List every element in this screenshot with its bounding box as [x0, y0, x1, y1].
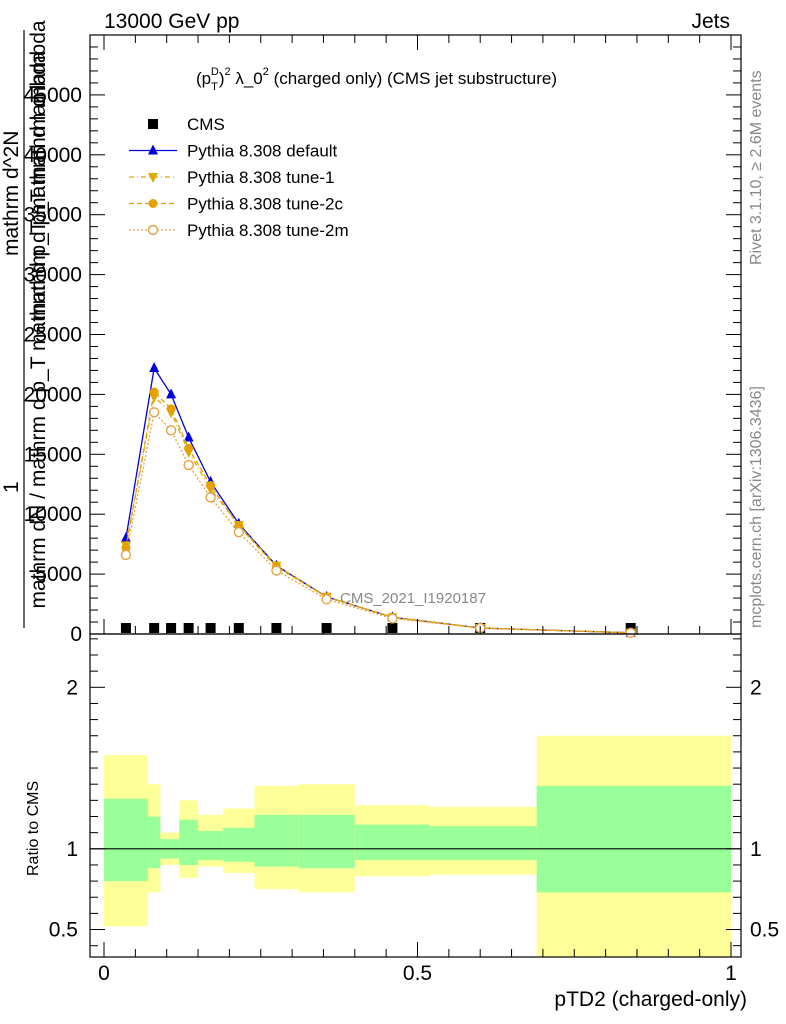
legend-label: Pythia 8.308 default	[187, 142, 338, 161]
header-category: Jets	[691, 10, 730, 33]
legend-item: Pythia 8.308 tune-2c	[129, 195, 343, 214]
y-tick-label: 20000	[24, 383, 82, 406]
legend-item: Pythia 8.308 tune-1	[129, 168, 334, 187]
ratio-band-inner	[254, 814, 299, 867]
legend-label: CMS	[187, 115, 225, 134]
data-point	[149, 362, 160, 373]
data-point	[387, 623, 398, 633]
legend-label: Pythia 8.308 tune-1	[187, 168, 334, 187]
x-tick-label: 0.5	[403, 962, 432, 985]
y-tick-label: 10000	[24, 503, 82, 526]
legend-label: Pythia 8.308 tune-2m	[187, 221, 349, 240]
ratio-frame	[89, 633, 742, 958]
y-tick-label: 45000	[24, 84, 82, 107]
data-point	[120, 532, 131, 543]
ratio-y-tick-label: 0.5	[49, 919, 78, 942]
y-label-line: mathrm d^2N	[0, 131, 23, 256]
mcplots-label: mcplots.cern.ch [arXiv:1306.3436]	[748, 386, 765, 628]
legend-marker	[147, 224, 159, 236]
data-point	[183, 459, 194, 471]
x-axis-label: pTD2 (charged-only)	[554, 988, 747, 1011]
ratio-band-inner	[536, 785, 731, 893]
data-point	[271, 565, 282, 576]
ratio-band-inner	[179, 819, 199, 865]
rivet-version-label: Rivet 3.1.10, ≥ 2.6M events	[748, 70, 765, 265]
ratio-band-inner	[354, 824, 431, 861]
data-point	[625, 627, 636, 639]
y-tick-label: 40000	[24, 144, 82, 167]
data-point	[149, 623, 160, 633]
data-point	[387, 613, 398, 624]
data-point	[166, 623, 177, 633]
legend-item: Pythia 8.308 default	[129, 142, 338, 161]
ratio-band-inner	[430, 826, 537, 861]
data-point	[233, 526, 245, 538]
header-energy: 13000 GeV pp	[104, 10, 239, 33]
data-point	[120, 623, 131, 633]
data-point	[148, 407, 160, 418]
x-tick-label: 1	[725, 962, 737, 985]
y-tick-label: 25000	[24, 324, 82, 347]
ratio-y-tick-label-right: 1	[750, 838, 762, 861]
data-point	[233, 623, 244, 633]
series-line	[125, 390, 631, 634]
legend-marker	[148, 199, 158, 208]
data-point	[205, 492, 216, 503]
data-point	[271, 623, 282, 633]
watermark-label: CMS_2021_I1920187	[340, 590, 486, 607]
x-tick-label: 0	[98, 962, 110, 985]
ratio-y-tick-label: 1	[66, 838, 78, 861]
ratio-band-inner	[104, 798, 148, 882]
data-point	[183, 431, 194, 442]
ratio-band-inner	[198, 831, 224, 861]
data-point	[120, 549, 132, 561]
ratio-band-inner	[223, 827, 255, 862]
data-point	[183, 623, 194, 633]
data-point	[166, 388, 177, 399]
y-tick-label: 15000	[24, 443, 82, 466]
data-point	[149, 387, 159, 397]
data-point	[321, 623, 332, 633]
data-point	[184, 443, 194, 453]
y-tick-label: 35000	[24, 204, 82, 227]
series-pythia-8-308-tune-2m	[120, 407, 636, 639]
ratio-y-tick-label: 2	[66, 676, 78, 699]
legend-item: Pythia 8.308 tune-2m	[129, 221, 349, 240]
y-label-line: mathrm d p_T mathrm d lambda	[27, 20, 50, 320]
y-label-line: mathrm dN / mathrm d p_T mathrm d p_T ma…	[27, 51, 50, 608]
data-point	[205, 623, 216, 633]
data-point	[321, 594, 332, 605]
legend-label: Pythia 8.308 tune-2c	[187, 195, 343, 214]
ratio-y-tick-label-right: 2	[750, 676, 762, 699]
plot-title: (pTD)2 λ_02 (charged only) (CMS jet subs…	[196, 66, 557, 93]
ratio-y-tick-label-right: 0.5	[750, 919, 779, 942]
y-label-numerator: 1	[0, 481, 23, 493]
y-tick-label: 30000	[24, 264, 82, 287]
data-point	[165, 425, 177, 436]
legend-marker	[148, 119, 158, 129]
legend-marker	[148, 173, 158, 183]
legend-item: CMS	[148, 115, 225, 134]
data-point	[206, 480, 216, 490]
legend: CMS Pythia 8.308 default Pythia 8.308 tune…	[129, 115, 349, 240]
ratio-band-inner	[147, 816, 161, 869]
y-tick-label: 0	[70, 623, 82, 646]
legend-marker	[148, 144, 158, 155]
ratio-band-inner	[298, 814, 355, 869]
ratio-y-label: Ratio to CMS	[25, 781, 42, 876]
data-point	[166, 404, 176, 414]
y-tick-label: 5000	[35, 563, 82, 586]
